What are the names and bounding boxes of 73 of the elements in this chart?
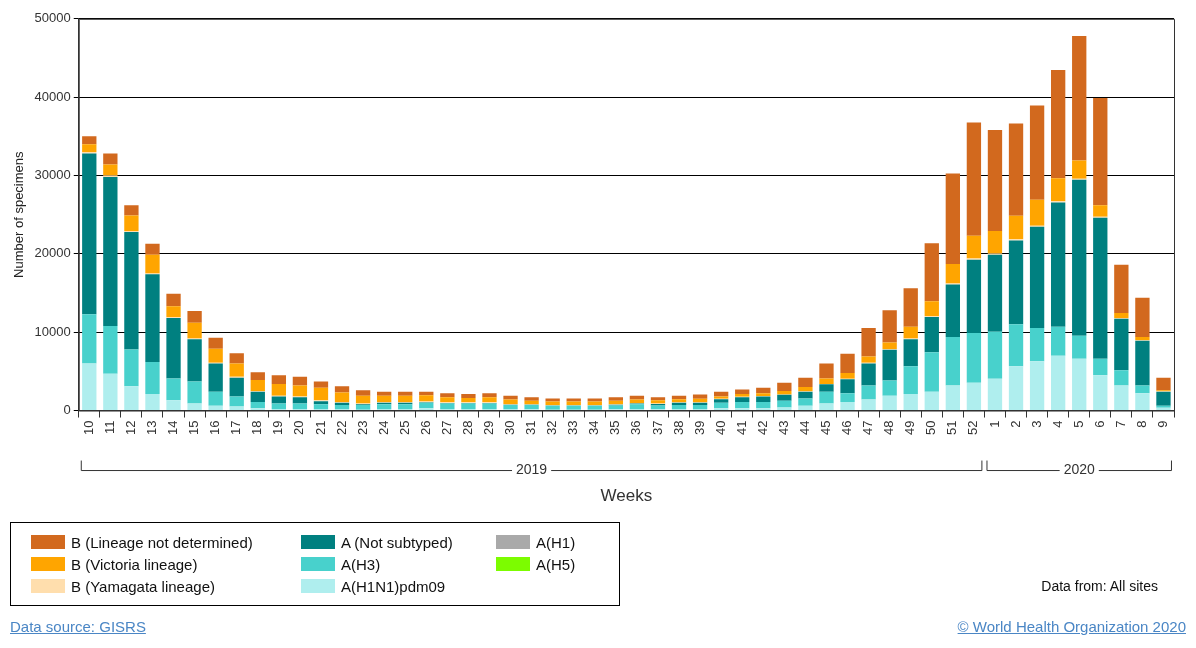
legend-label: A (Not subtyped) [341,533,453,551]
x-tick-label: 1 [986,420,1002,428]
legend-label: A(H1) [536,533,576,551]
x-tick-label: 16 [207,420,223,436]
x-tick-label: 5 [1070,420,1086,428]
x-tick-label: 11 [101,420,117,435]
x-tick-label: 23 [354,420,370,436]
x-tick-label: 33 [565,420,581,436]
y-tick-label: 0 [63,402,71,418]
x-tick-label: 17 [228,420,244,436]
x-tick-label: 8 [1133,420,1149,428]
x-tick-label: 43 [775,420,791,436]
x-tick-label: 52 [965,420,981,436]
x-tick-label: 36 [628,420,644,436]
x-tick-label: 29 [481,420,497,436]
x-tick-label: 19 [270,420,286,436]
legend-label: A(H5) [536,555,576,573]
x-tick-label: 39 [691,420,707,436]
x-tick-label: 48 [881,420,897,436]
x-tick-label: 15 [186,420,202,436]
text: © World Health Organization 2020 [957,618,1186,635]
x-tick-label: 50 [923,420,939,436]
text: Data from: All sites [1041,578,1158,594]
x-tick-label: 3 [1028,420,1044,428]
x-tick-label: 37 [649,420,665,436]
x-tick-label: 26 [417,420,433,436]
x-tick-label: 31 [523,420,539,436]
legend-label: B (Victoria lineage) [71,555,198,573]
legend-label: B (Lineage not determined) [71,533,253,551]
legend-label: A(H1N1)pdm09 [341,577,446,595]
legend-label: A(H3) [341,555,381,573]
y-tick-label: 30000 [34,167,71,183]
x-tick-label: 9 [1155,420,1171,428]
x-tick-label: 22 [333,420,349,436]
x-tick-label: 10 [80,420,96,436]
y-tick-label: 40000 [34,88,71,104]
y-axis-title: Number of specimens [11,150,27,278]
legend-label: B (Yamagata lineage) [71,577,215,595]
x-tick-label: 25 [396,420,412,436]
x-tick-label: 24 [375,420,391,436]
x-tick-label: 35 [607,420,623,436]
source-note: Data source: GISRS [10,618,146,635]
x-tick-label: 34 [586,420,602,436]
x-tick-label: 41 [733,420,749,436]
x-tick-label: 38 [670,420,686,436]
y-tick-label: 20000 [34,245,71,261]
x-tick-label: 20 [291,420,307,436]
x-tick-label: 45 [818,420,834,436]
x-tick-label: 18 [249,420,265,436]
x-tick-label: 4 [1049,420,1065,428]
x-tick-label: 28 [459,420,475,436]
x-tick-label: 30 [502,420,518,436]
x-tick-label: 51 [944,420,960,436]
x-tick-label: 7 [1112,420,1128,428]
x-tick-label: 2 [1007,420,1023,428]
x-tick-label: 13 [144,420,160,436]
x-tick-label: 32 [544,420,560,436]
x-tick-label: 44 [796,420,812,436]
x-tick-label: 47 [860,420,876,436]
x-tick-label: 14 [165,420,181,436]
y-tick-label: 10000 [34,323,71,339]
text: 2019 [516,461,548,478]
x-tick-label: 42 [754,420,770,436]
x-tick-label: 49 [902,420,918,436]
y-tick-label: 50000 [34,10,71,26]
x-tick-label: 21 [312,420,328,436]
x-tick-label: 27 [438,420,454,436]
x-axis-title: Weeks [600,486,653,506]
x-tick-label: 6 [1091,420,1107,428]
text: 2020 [1063,461,1095,478]
x-tick-label: 46 [839,420,855,436]
x-tick-label: 12 [122,420,138,436]
x-tick-label: 40 [712,420,728,436]
